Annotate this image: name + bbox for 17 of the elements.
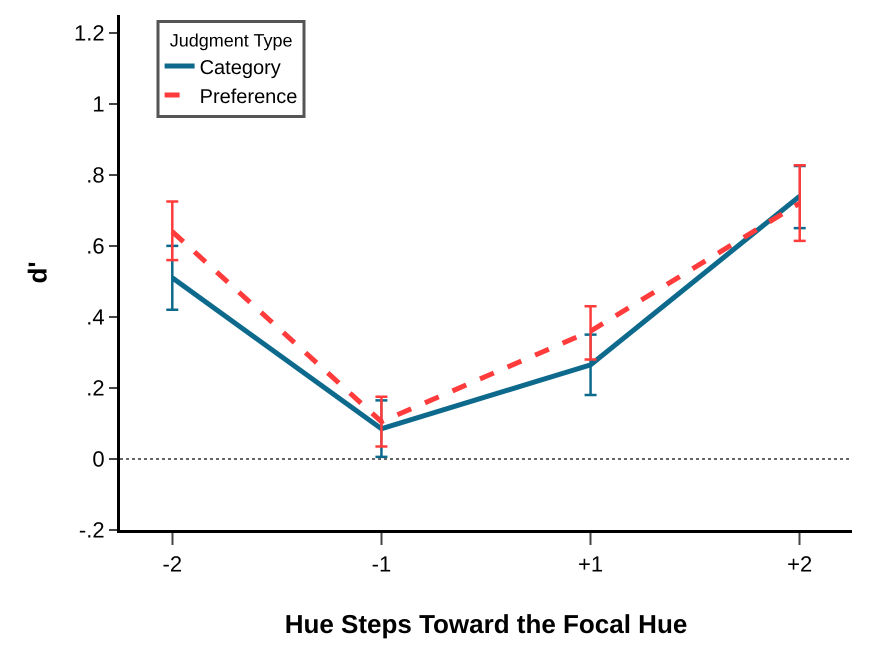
y-tick-label: .8 — [86, 162, 105, 188]
y-tick-label: .6 — [86, 234, 105, 259]
y-tick-label: 1.2 — [74, 20, 105, 46]
legend-label: Preference — [200, 86, 298, 108]
x-tick-label: +1 — [578, 551, 604, 576]
y-axis-title: d' — [22, 261, 52, 284]
x-tick-label: +2 — [787, 551, 812, 576]
x-tick-label: -2 — [162, 551, 182, 576]
y-tick-label: 1 — [92, 91, 105, 116]
x-tick-label: -1 — [372, 551, 392, 576]
y-tick-label: .4 — [86, 304, 105, 330]
y-tick-label: 0 — [92, 446, 105, 472]
x-axis-title: Hue Steps Toward the Focal Hue — [284, 609, 688, 640]
y-tick-label: .2 — [86, 376, 105, 401]
legend-label: Category — [200, 56, 281, 79]
legend-title: Judgment Type — [170, 30, 292, 51]
y-tick-label: -.2 — [78, 518, 105, 543]
